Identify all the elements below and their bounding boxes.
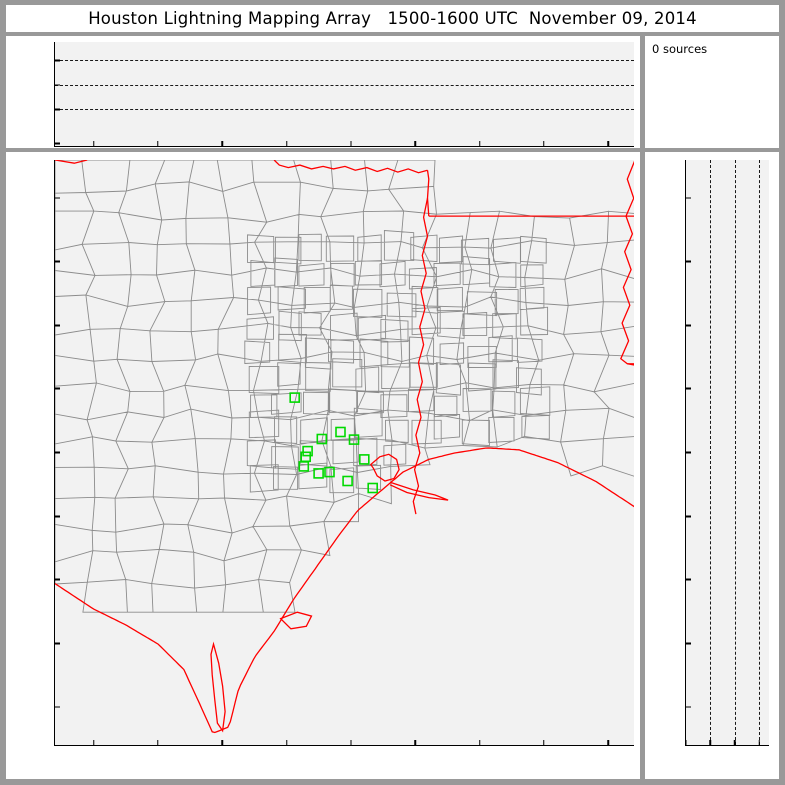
time-height-data-layer: [55, 42, 634, 147]
source-count-panel: 0 sources: [645, 36, 779, 148]
source-marker: [289, 392, 300, 403]
top-xtick-300: 300.0: [542, 141, 545, 146]
right-xtick-15: 15.0: [758, 740, 760, 745]
map-xtick-0: 0: [350, 740, 352, 745]
source-marker: [313, 468, 324, 479]
map-xtick-300: 300.0: [542, 740, 545, 745]
gridline-15: [55, 60, 634, 62]
gridline-10: [55, 84, 634, 86]
top-ytick-5: 5.0: [55, 108, 60, 111]
top-xtick-0: 0: [350, 141, 352, 146]
map-ytick-300: 300.0: [55, 260, 60, 263]
right-ytick--300: -300.0: [686, 642, 692, 644]
source-marker: [342, 475, 353, 487]
source-marker: [367, 482, 379, 494]
map-ytick--200: -200.0: [55, 578, 61, 581]
source-count-label: 0 sources: [652, 42, 708, 56]
map-xtick-100: 100.0: [414, 740, 416, 745]
vgridline-5: [710, 160, 712, 745]
page-title: Houston Lightning Mapping Array 1500-160…: [88, 9, 697, 28]
map-ytick--300: -300.0: [55, 642, 61, 644]
top-ytick-0: 0: [55, 142, 60, 145]
map-xtick--300: -300.0: [157, 740, 159, 745]
top-xtick-400: 400.0: [607, 141, 609, 146]
map-xtick-200: 200.0: [478, 740, 481, 745]
map-ytick-200: 200.0: [55, 324, 60, 327]
source-marker: [298, 461, 310, 472]
map-xtick-400: 400.0: [607, 740, 609, 745]
top-xtick--400: -400.0: [93, 141, 95, 146]
vgridline-10: [734, 160, 736, 745]
map-xtick--400: -400.0: [93, 740, 95, 745]
top-xtick-100: 100.0: [414, 141, 416, 146]
map-xtick--200: -200.0: [221, 740, 224, 745]
top-xtick-200: 200.0: [478, 141, 481, 146]
source-marker: [335, 426, 346, 438]
map-ytick--100: -100.0: [55, 515, 61, 518]
right-ytick--100: -100.0: [686, 515, 692, 518]
plan-view-map-panel: 400.0 300.0 200.0 100.0 0 -100.0 -200.0 …: [6, 152, 640, 779]
right-xtick-0: 0: [686, 740, 687, 745]
right-ytick-300: 300.0: [686, 260, 691, 263]
gridline-5: [55, 109, 634, 111]
right-ytick--400: -400.0: [686, 706, 692, 708]
top-ytick-15: 15.0: [55, 59, 60, 62]
east-west-data-layer: [686, 160, 769, 746]
map-ytick-0: 0: [55, 451, 60, 454]
map-ytick-400: 400.0: [55, 197, 60, 199]
right-ytick-100: 100.0: [686, 387, 691, 390]
right-ytick-200: 200.0: [686, 324, 691, 327]
right-xtick-5: 5.0: [709, 740, 711, 745]
top-xtick--100: -100.0: [286, 141, 288, 146]
source-marker: [348, 434, 360, 445]
east-west-height-panel: 400.0 300.0 200.0 100.0 0 -100.0 -200.0 …: [645, 152, 779, 779]
right-ytick-400: 400.0: [686, 197, 691, 199]
source-marker: [358, 454, 370, 465]
map-ytick--400: -400.0: [55, 706, 61, 708]
county-borders: [55, 160, 634, 613]
top-ytick-10: 10.0: [55, 84, 60, 86]
source-marker: [316, 433, 328, 445]
map-ytick-100: 100.0: [55, 387, 60, 390]
time-height-panel: 15.0 10.0 5.0 0 -400.0 -300.0 -200.0 -10…: [6, 36, 640, 148]
map-xtick--100: -100.0: [286, 740, 288, 745]
source-marker: [324, 466, 335, 478]
map-plot-area[interactable]: 400.0 300.0 200.0 100.0 0 -100.0 -200.0 …: [54, 160, 634, 746]
top-xtick--200: -200.0: [221, 141, 224, 146]
map-geography-layer: [55, 160, 634, 734]
lightning-source-markers: [289, 392, 379, 494]
title-bar: Houston Lightning Mapping Array 1500-160…: [6, 5, 779, 32]
vgridline-15: [759, 160, 761, 745]
top-xtick--300: -300.0: [157, 141, 159, 146]
time-height-plot-area[interactable]: 15.0 10.0 5.0 0 -400.0 -300.0 -200.0 -10…: [54, 42, 634, 147]
right-ytick-0: 0: [686, 451, 691, 454]
source-marker: [302, 445, 313, 457]
coastline: [55, 447, 634, 734]
east-west-plot-area[interactable]: 400.0 300.0 200.0 100.0 0 -100.0 -200.0 …: [685, 160, 769, 746]
state-borders: [55, 160, 634, 515]
right-ytick--200: -200.0: [686, 578, 692, 581]
right-xtick-10: 10.0: [733, 740, 736, 745]
